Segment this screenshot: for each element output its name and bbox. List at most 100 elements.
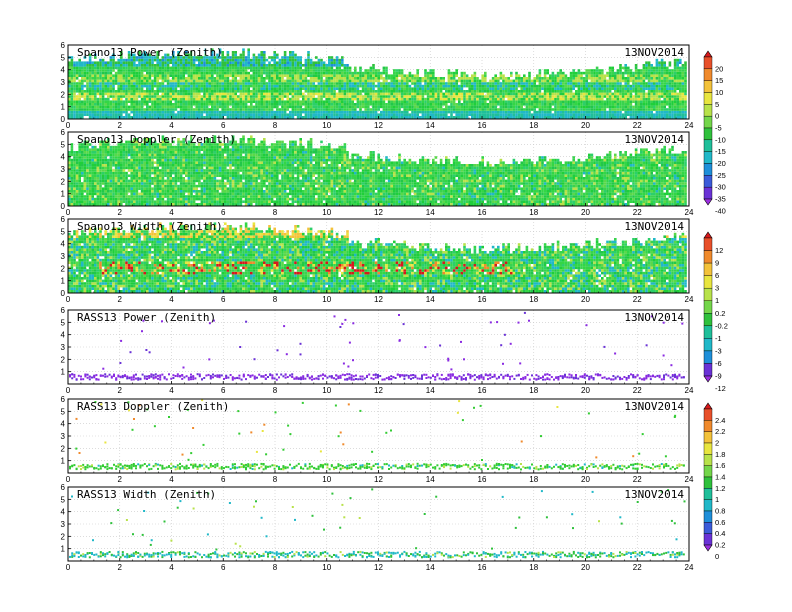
heatmap-cell xyxy=(343,113,347,116)
heatmap-cell xyxy=(278,84,282,88)
heatmap-cell xyxy=(369,97,373,101)
heatmap-cell xyxy=(70,200,74,203)
heatmap-cell xyxy=(265,116,269,119)
heatmap-cell xyxy=(68,82,71,85)
heatmap-cell xyxy=(140,84,144,88)
heatmap-cell xyxy=(257,105,261,109)
heatmap-cell xyxy=(153,95,157,98)
heatmap-cell xyxy=(645,110,648,114)
heatmap-cell xyxy=(190,84,193,88)
heatmap-cell xyxy=(653,90,656,93)
heatmap-cell xyxy=(130,64,133,67)
heatmap-cell xyxy=(330,58,334,62)
heatmap-cell xyxy=(463,116,466,119)
heatmap-cell xyxy=(130,58,133,62)
heatmap-cell xyxy=(237,74,240,77)
heatmap-cell xyxy=(203,66,206,70)
heatmap-cell xyxy=(387,110,391,114)
heatmap-cell xyxy=(148,66,152,70)
heatmap-cell xyxy=(434,116,438,119)
heatmap-cell xyxy=(634,103,638,106)
heatmap-cell xyxy=(229,79,232,83)
heatmap-cell xyxy=(536,84,539,88)
heatmap-cell xyxy=(70,84,74,88)
heatmap-cell xyxy=(390,79,393,83)
heatmap-cell xyxy=(364,113,367,116)
heatmap-cell xyxy=(185,82,188,85)
heatmap-cell xyxy=(608,95,612,98)
heatmap-cell xyxy=(390,110,393,114)
heatmap-cell xyxy=(278,71,282,75)
heatmap-cell xyxy=(255,105,258,109)
heatmap-cell xyxy=(322,74,326,77)
heatmap-cell xyxy=(296,90,300,93)
heatmap-cell xyxy=(632,95,635,98)
heatmap-cell xyxy=(88,74,92,77)
heatmap-cell xyxy=(447,100,451,103)
heatmap-cell xyxy=(447,69,451,72)
heatmap-cell xyxy=(94,108,97,111)
heatmap-cell xyxy=(96,61,100,64)
heatmap-cell xyxy=(658,103,661,106)
heatmap-cell xyxy=(133,69,136,72)
heatmap-cell xyxy=(281,100,284,103)
heatmap-cell xyxy=(177,66,180,70)
heatmap-cell xyxy=(421,95,425,98)
heatmap-cell xyxy=(190,74,193,77)
heatmap-cell xyxy=(192,92,196,96)
heatmap-cell xyxy=(68,79,71,83)
heatmap-cell xyxy=(268,71,271,75)
heatmap-cell xyxy=(684,113,687,116)
heatmap-cell xyxy=(99,82,102,85)
heatmap-cell xyxy=(450,84,453,88)
heatmap-cell xyxy=(198,58,201,62)
heatmap-cell xyxy=(127,69,131,72)
heatmap-cell xyxy=(382,87,386,90)
heatmap-cell xyxy=(281,74,284,77)
heatmap-cell xyxy=(676,95,679,98)
heatmap-cell xyxy=(377,105,380,109)
heatmap-cell xyxy=(281,69,284,72)
heatmap-cell xyxy=(286,74,289,77)
heatmap-cell xyxy=(143,97,146,101)
heatmap-cell xyxy=(346,97,349,101)
heatmap-cell xyxy=(346,103,349,106)
heatmap-cell xyxy=(153,84,157,88)
heatmap-cell xyxy=(278,77,282,80)
heatmap-cell xyxy=(393,108,396,111)
heatmap-cell xyxy=(533,87,536,90)
heatmap-cell xyxy=(372,84,375,88)
heatmap-cell xyxy=(432,87,435,90)
heatmap-cell xyxy=(153,100,157,103)
heatmap-cell xyxy=(655,71,659,75)
heatmap-cell xyxy=(590,69,594,72)
heatmap-cell xyxy=(153,69,157,72)
heatmap-cell xyxy=(133,116,136,119)
heatmap-cell xyxy=(229,116,232,119)
heatmap-cell xyxy=(515,82,518,85)
x-tick-label: 22 xyxy=(633,121,642,130)
heatmap-cell xyxy=(447,71,451,75)
heatmap-cell xyxy=(481,100,484,103)
heatmap-cell xyxy=(286,77,289,80)
heatmap-cell xyxy=(283,61,287,64)
heatmap-cell xyxy=(203,90,206,93)
heatmap-cell xyxy=(356,90,360,93)
heatmap-cell xyxy=(208,110,211,114)
heatmap-cell xyxy=(229,95,232,98)
heatmap-cell xyxy=(257,64,261,67)
heatmap-cell xyxy=(385,77,388,80)
heatmap-cell xyxy=(585,82,588,85)
heatmap-cell xyxy=(653,87,656,90)
heatmap-cell xyxy=(70,74,74,77)
heatmap-cell xyxy=(91,74,94,77)
heatmap-cell xyxy=(348,100,352,103)
heatmap-cell xyxy=(533,103,536,106)
heatmap-cell xyxy=(585,79,588,83)
heatmap-cell xyxy=(68,110,71,114)
heatmap-cell xyxy=(515,103,518,106)
heatmap-cell xyxy=(645,95,648,98)
heatmap-cell xyxy=(104,105,107,109)
heatmap-cell xyxy=(619,69,622,72)
heatmap-cell xyxy=(569,90,573,93)
